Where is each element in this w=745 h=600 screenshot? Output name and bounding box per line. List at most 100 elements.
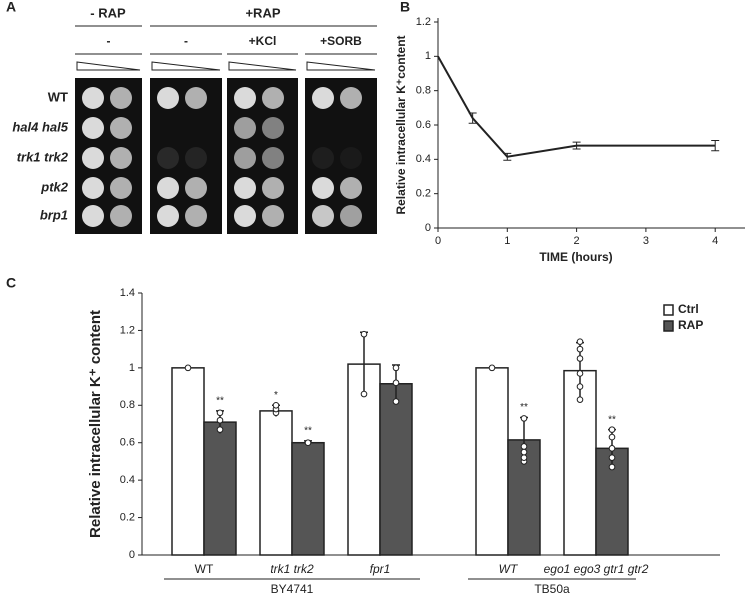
colony-spot [340, 177, 362, 199]
colony-spot [234, 87, 256, 109]
data-point [488, 364, 496, 372]
data-point [576, 383, 584, 390]
data-point [576, 345, 584, 353]
colony-spot [262, 177, 284, 199]
colony-spot [262, 147, 284, 169]
colony-spot [234, 205, 256, 227]
data-point [520, 443, 528, 450]
data-point [576, 370, 584, 377]
y-tick-label: 0.2 [416, 188, 431, 200]
y-tick-label: 1 [129, 362, 135, 374]
colony-spot [82, 117, 104, 139]
panel-letter: B [400, 0, 410, 15]
colony-spot [82, 87, 104, 109]
dilution-wedge [151, 61, 221, 71]
significance: ** [216, 396, 224, 407]
colony-spot [110, 87, 132, 109]
dilution-wedge [306, 61, 376, 71]
data-point [520, 454, 528, 461]
treatment-label: +SORB [320, 34, 362, 48]
x-tick-label: 2 [574, 235, 580, 247]
colony-spot [312, 87, 334, 109]
bar [379, 383, 413, 556]
legend-swatch [663, 304, 674, 316]
x-tick-label: WT [195, 562, 214, 576]
dilution-wedge [228, 61, 297, 71]
data-point [216, 416, 224, 424]
y-tick-label: 1.2 [416, 16, 431, 28]
data-point [216, 426, 224, 433]
x-tick-label: WT [499, 562, 519, 576]
y-tick-label: 1.4 [120, 287, 135, 299]
data-point [520, 415, 528, 422]
significance: ** [608, 414, 616, 425]
y-tick-label: 0 [425, 222, 431, 234]
data-point [184, 364, 192, 372]
strain-label: hal4 hal5 [12, 119, 68, 134]
data-point [608, 445, 616, 452]
bar [203, 421, 237, 556]
y-tick-label: 1.2 [120, 324, 135, 336]
colony-spot [157, 87, 179, 109]
colony-spot [110, 177, 132, 199]
data-point [360, 330, 368, 338]
y-tick-label: 0.4 [416, 153, 431, 165]
error-bar [572, 141, 581, 150]
colony-spot [82, 177, 104, 199]
colony-spot [157, 177, 179, 199]
colony-spot [262, 205, 284, 227]
colony-spot [234, 177, 256, 199]
error-bar [468, 112, 477, 124]
colony-spot [185, 205, 207, 227]
y-tick-label: 0.8 [120, 399, 135, 411]
strain-label: WT [48, 89, 68, 104]
data-point [576, 355, 584, 362]
x-tick-label: 4 [712, 235, 718, 247]
group-label: TB50a [534, 582, 570, 596]
y-tick-label: 0.2 [120, 511, 135, 523]
strain-label: ptk2 [40, 179, 69, 194]
y-tick-label: 1 [425, 50, 431, 62]
x-tick-label: 1 [504, 235, 510, 247]
y-tick-label: 0.4 [120, 474, 135, 486]
treatment-label: +KCl [249, 34, 277, 48]
dilution-wedge [76, 61, 141, 71]
treatment-label: - [107, 34, 111, 48]
data-point [360, 390, 368, 398]
colony-spot [312, 177, 334, 199]
x-tick-label: ego1 ego3 gtr1 gtr2 [544, 562, 649, 576]
bar [291, 441, 325, 556]
colony-spot [110, 117, 132, 139]
y-axis-label: Relative intracellular K⁺ content [87, 310, 104, 538]
error-bar [711, 139, 720, 152]
colony-spot [82, 205, 104, 227]
data-point [608, 463, 616, 471]
colony-spot [340, 147, 362, 169]
significance: * [274, 390, 278, 401]
error-bar [503, 152, 512, 161]
colony-spot [185, 177, 207, 199]
colony-spot [157, 205, 179, 227]
data-point [520, 448, 528, 456]
panel-letter: C [6, 275, 16, 291]
treatment-label: - [184, 34, 188, 48]
data-point [272, 401, 280, 409]
x-axis-label: TIME (hours) [539, 250, 612, 264]
colony-spot [185, 87, 207, 109]
bar [475, 367, 509, 556]
x-tick-label: 0 [435, 235, 441, 247]
colony-spot [82, 147, 104, 169]
y-axis-label: Relative intracellular K⁺content [394, 35, 408, 214]
legend-label: Ctrl [678, 302, 699, 316]
significance: ** [520, 402, 528, 413]
strain-label: brp1 [40, 207, 68, 222]
colony-spot [262, 87, 284, 109]
x-tick-label: trk1 trk2 [270, 562, 314, 576]
data-point [304, 439, 312, 447]
colony-spot [340, 87, 362, 109]
colony-spot [234, 147, 256, 169]
colony-spot [157, 147, 179, 169]
data-point [608, 433, 616, 441]
y-tick-label: 0 [129, 549, 135, 561]
